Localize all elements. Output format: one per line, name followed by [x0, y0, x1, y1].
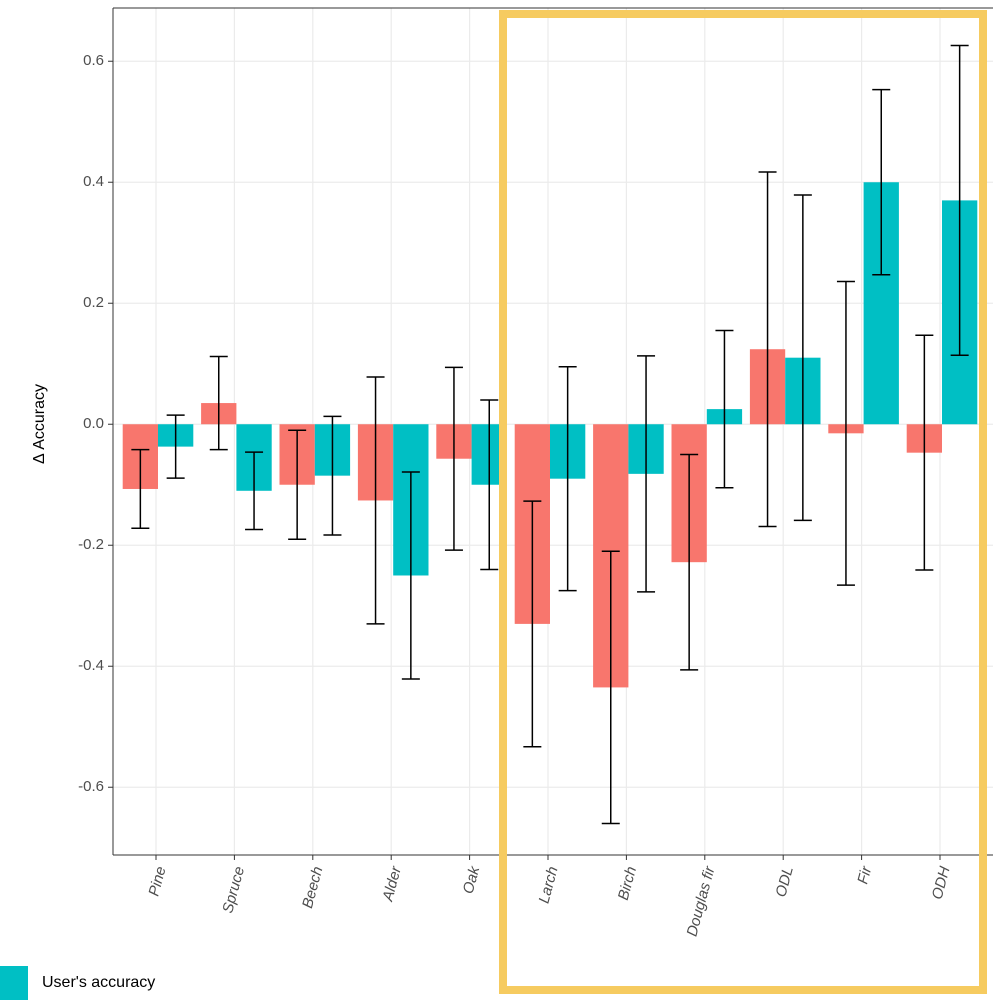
error-bar — [323, 415, 342, 536]
error-bar — [558, 366, 577, 592]
x-tick-label: ODH — [929, 865, 954, 902]
y-tick-label: 0.0 — [83, 415, 104, 432]
x-tick-label: Spruce — [219, 865, 248, 915]
error-bar — [637, 355, 656, 593]
x-tick-label: Alder — [379, 864, 405, 904]
x-tick-label: Oak — [460, 863, 484, 895]
error-bar — [480, 399, 499, 571]
error-bar — [872, 88, 891, 276]
y-axis-title: Δ Accuracy — [31, 384, 48, 464]
error-bar — [245, 451, 264, 531]
y-tick-label: 0.4 — [83, 173, 104, 190]
y-tick-label: -0.2 — [78, 536, 104, 553]
x-tick-label: Beech — [299, 865, 326, 910]
highlight-box — [499, 10, 987, 994]
x-tick-label: Fir — [854, 864, 875, 886]
marks — [122, 44, 978, 825]
error-bar — [793, 194, 812, 522]
legend-label: User's accuracy — [42, 974, 155, 991]
error-bar — [288, 429, 307, 540]
legend-swatch — [0, 966, 28, 1000]
error-bar — [366, 376, 385, 625]
error-bar — [758, 171, 777, 528]
error-bar — [950, 44, 969, 357]
y-tick-label: 0.2 — [83, 294, 104, 311]
x-tick-label: Douglas fir — [684, 864, 719, 939]
error-bar — [444, 366, 463, 551]
error-bar — [166, 414, 185, 479]
error-bar — [715, 329, 734, 489]
x-tick-label: Pine — [146, 865, 170, 898]
error-bar — [523, 500, 542, 748]
x-tick-label: Larch — [536, 865, 562, 906]
error-bar — [401, 471, 420, 680]
y-tick-label: -0.6 — [78, 778, 104, 795]
y-tick-label: 0.6 — [83, 52, 104, 69]
x-tick-label: ODL — [772, 865, 796, 899]
error-bar — [836, 280, 855, 586]
error-bar — [601, 550, 620, 825]
error-bar — [209, 355, 228, 451]
error-bar — [915, 334, 934, 571]
error-bar — [680, 453, 699, 671]
error-bar — [131, 448, 150, 530]
y-tick-label: -0.4 — [78, 657, 104, 674]
x-tick-label: Birch — [615, 865, 640, 902]
